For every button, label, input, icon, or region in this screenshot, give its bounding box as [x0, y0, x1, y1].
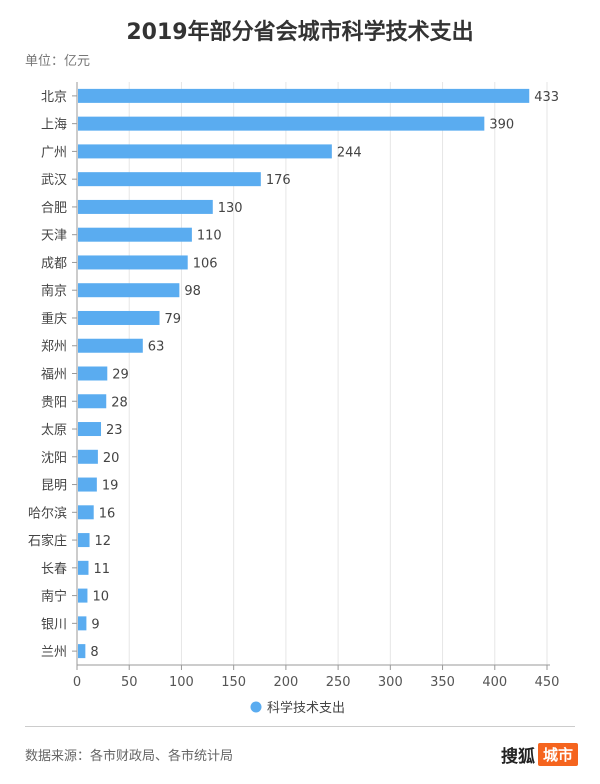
x-tick-label: 250	[326, 675, 351, 690]
bar	[78, 227, 192, 242]
bar	[78, 283, 180, 298]
bar	[78, 366, 108, 381]
bar-value-label: 110	[197, 229, 222, 244]
category-label: 太原	[41, 423, 67, 438]
bar-value-label: 20	[103, 451, 120, 466]
legend-marker	[250, 701, 262, 713]
bar	[78, 616, 87, 631]
category-label: 贵阳	[41, 395, 67, 410]
category-label: 成都	[41, 256, 67, 271]
bar-value-label: 29	[112, 368, 129, 383]
bar	[78, 199, 213, 214]
category-label: 昆明	[41, 479, 67, 494]
chart-title: 2019年部分省会城市科学技术支出	[126, 20, 474, 45]
category-label: 郑州	[41, 340, 67, 355]
category-label: 南宁	[41, 589, 67, 605]
sohu-city-logo: 搜狐 城市	[501, 742, 578, 767]
bar	[78, 477, 97, 492]
x-tick-label: 200	[273, 675, 298, 690]
bar-value-label: 63	[148, 340, 165, 355]
category-label: 福州	[41, 368, 67, 383]
category-label: 上海	[41, 118, 67, 133]
x-tick-label: 300	[378, 675, 403, 690]
category-label: 兰州	[41, 645, 67, 660]
x-tick-label: 50	[121, 675, 138, 690]
bar-value-label: 19	[102, 479, 119, 494]
bar-value-label: 130	[218, 201, 243, 216]
bar-value-label: 16	[99, 506, 116, 521]
legend-label: 科学技术支出	[267, 700, 345, 716]
bar-value-label: 98	[184, 284, 201, 299]
category-label: 广州	[41, 145, 67, 160]
bar	[78, 338, 143, 353]
bar	[78, 505, 94, 520]
bar	[78, 588, 88, 603]
bar-value-label: 244	[337, 145, 362, 160]
category-label: 合肥	[41, 201, 67, 216]
bar	[78, 449, 98, 464]
bar	[78, 560, 89, 575]
bar	[78, 644, 86, 659]
bar	[78, 255, 188, 270]
x-tick-label: 450	[535, 675, 560, 690]
bar	[78, 422, 102, 437]
bar-value-label: 176	[266, 173, 291, 188]
bar-chart: 0 50 100 150 200 250 300 350 400 450 北京 433 上海 390 广州 2…	[28, 82, 560, 716]
bar-value-label: 106	[193, 256, 218, 271]
category-label: 南京	[41, 283, 67, 299]
bar-value-label: 23	[106, 423, 123, 438]
bar-value-label: 8	[90, 645, 98, 660]
category-label: 沈阳	[41, 451, 67, 466]
bar-value-label: 28	[111, 395, 128, 410]
data-source: 数据来源：各市财政局、各市统计局	[25, 749, 234, 764]
bar-value-label: 12	[95, 534, 112, 549]
bar-value-label: 390	[489, 118, 514, 133]
category-label: 长春	[41, 562, 67, 577]
bar	[78, 172, 261, 187]
x-tick-label: 100	[169, 675, 194, 690]
category-label: 石家庄	[28, 533, 67, 549]
bar	[78, 533, 90, 548]
bar-value-label: 9	[91, 617, 99, 632]
category-label: 北京	[41, 90, 67, 105]
bar-value-label: 10	[92, 590, 109, 605]
logo-text: 搜狐	[500, 747, 535, 767]
footer-divider	[25, 726, 575, 727]
bar-value-label: 433	[534, 90, 559, 105]
bar-value-label: 11	[93, 562, 110, 577]
bar	[78, 116, 485, 131]
x-tick-label: 350	[430, 675, 455, 690]
category-label: 天津	[41, 229, 67, 244]
category-label: 哈尔滨	[28, 505, 67, 521]
x-tick-label: 150	[221, 675, 246, 690]
logo-badge: 城市	[537, 743, 578, 766]
x-tick-label: 400	[482, 675, 507, 690]
bar	[78, 144, 332, 159]
bar	[78, 88, 530, 103]
bar-value-label: 79	[165, 312, 182, 327]
unit-label: 单位：亿元	[25, 54, 91, 69]
category-label: 重庆	[41, 311, 67, 327]
category-label: 武汉	[41, 173, 67, 188]
bar	[78, 394, 107, 409]
category-label: 银川	[41, 617, 67, 632]
x-tick-label: 0	[73, 675, 81, 690]
bar	[78, 310, 160, 325]
